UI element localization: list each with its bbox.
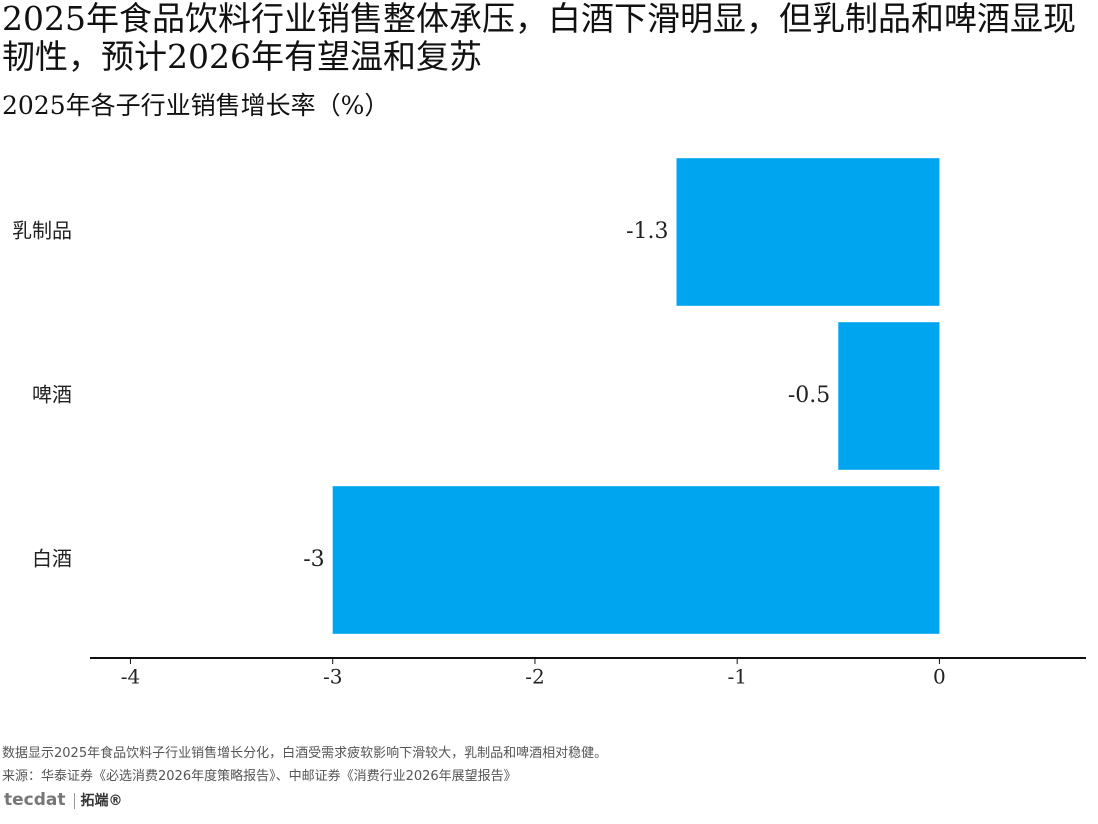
- brand-en: tecdat: [4, 790, 66, 810]
- x-tick-label: 0: [933, 665, 946, 689]
- x-tick-label: -3: [323, 665, 342, 689]
- bar: [838, 322, 940, 470]
- brand: tecdat 拓端®: [4, 790, 123, 810]
- x-tick-label: -1: [727, 665, 746, 689]
- y-tick-label: 白酒: [32, 547, 72, 571]
- source: 来源：华泰证券《必选消费2026年度策略报告》、中邮证券《消费行业2026年展望…: [2, 769, 517, 784]
- value-label: -1.3: [626, 219, 668, 244]
- value-label: -0.5: [788, 383, 830, 408]
- y-tick-label: 啤酒: [32, 383, 72, 407]
- x-tick-label: -2: [525, 665, 544, 689]
- chart-subtitle: 2025年各子行业销售增长率（%）: [2, 91, 390, 120]
- bar: [332, 486, 940, 634]
- note: 数据显示2025年食品饮料子行业销售增长分化，白酒受需求疲软影响下滑较大，乳制品…: [2, 746, 608, 761]
- x-tick-label: -4: [121, 665, 140, 689]
- brand-cn: 拓端®: [73, 793, 123, 809]
- bar: [676, 158, 940, 306]
- y-tick-label: 乳制品: [12, 219, 72, 243]
- value-label: -3: [303, 547, 324, 572]
- chart-title: 2025年食品饮料行业销售整体承压，白酒下滑明显，但乳制品和啤酒显现韧性，预计2…: [2, 0, 1076, 76]
